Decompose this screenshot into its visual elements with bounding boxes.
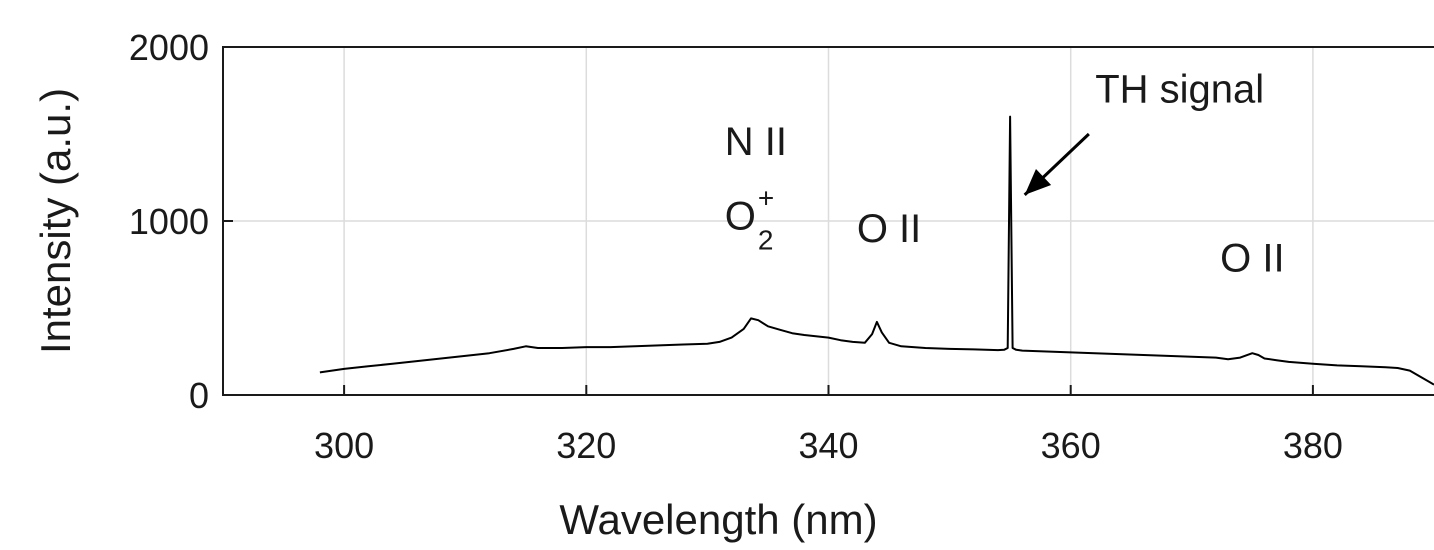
y-tick-label: 1000 <box>129 201 209 242</box>
y-axis-label: Intensity (a.u.) <box>32 88 79 354</box>
peak-annotation: TH signal <box>1095 68 1264 112</box>
x-axis-label: Wavelength (nm) <box>559 496 877 543</box>
axis-ticks: 300 320 340 360 380 0 1000 2000 <box>129 27 1343 466</box>
peak-annotation: O II <box>1220 236 1284 280</box>
spectrum-line <box>319 115 1434 386</box>
y-tick-label: 0 <box>189 375 209 416</box>
peak-annotation: O II <box>857 207 921 251</box>
x-tick-label: 340 <box>798 425 858 466</box>
x-tick-label: 360 <box>1041 425 1101 466</box>
annotations-layer: N II O +2 O II TH signal O II <box>725 68 1285 281</box>
x-tick-label: 320 <box>556 425 616 466</box>
peak-annotation: N II <box>725 120 787 164</box>
subscript: 2 <box>758 225 774 256</box>
x-tick-label: 300 <box>314 425 374 466</box>
series-layer <box>319 115 1434 386</box>
arrow-head-icon <box>1024 169 1052 195</box>
subscript-superscript: +2 <box>758 183 774 256</box>
peak-annotation: O <box>725 195 756 239</box>
superscript: + <box>758 183 774 214</box>
y-tick-label: 2000 <box>129 27 209 68</box>
x-tick-label: 380 <box>1283 425 1343 466</box>
